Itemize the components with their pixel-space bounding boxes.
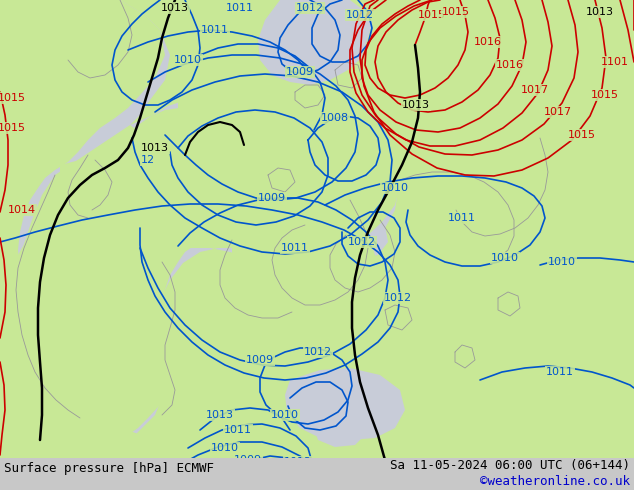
Text: 1015: 1015 — [591, 90, 619, 100]
Polygon shape — [337, 215, 388, 258]
Bar — [0, 458, 634, 490]
Text: 1101: 1101 — [601, 57, 629, 67]
Text: 1013: 1013 — [206, 410, 234, 420]
Polygon shape — [88, 122, 162, 182]
Text: 1008: 1008 — [321, 113, 349, 123]
Text: 1016: 1016 — [474, 37, 502, 47]
Text: 1016: 1016 — [496, 60, 524, 70]
Text: 1011: 1011 — [226, 3, 254, 13]
Text: 1009: 1009 — [246, 355, 274, 365]
Polygon shape — [232, 0, 634, 440]
Polygon shape — [0, 300, 200, 490]
Text: 1015: 1015 — [568, 130, 596, 140]
Text: 1009: 1009 — [286, 67, 314, 77]
Text: 1009: 1009 — [258, 193, 286, 203]
Polygon shape — [258, 0, 375, 85]
Text: 1015: 1015 — [0, 93, 26, 103]
Text: 1011: 1011 — [448, 213, 476, 223]
Text: 1013: 1013 — [141, 143, 169, 153]
Polygon shape — [80, 0, 125, 30]
Text: 1015: 1015 — [0, 123, 26, 133]
Text: 1012: 1012 — [296, 3, 324, 13]
Text: 1011: 1011 — [201, 25, 229, 35]
Text: Surface pressure [hPa] ECMWF: Surface pressure [hPa] ECMWF — [4, 462, 214, 474]
Polygon shape — [0, 90, 398, 440]
Polygon shape — [285, 368, 405, 440]
Text: 1013: 1013 — [161, 3, 189, 13]
Text: 1010: 1010 — [174, 55, 202, 65]
Polygon shape — [314, 415, 365, 447]
Text: Sa 11-05-2024 06:00 UTC (06+144): Sa 11-05-2024 06:00 UTC (06+144) — [390, 459, 630, 471]
Polygon shape — [0, 0, 165, 420]
Text: 1015: 1015 — [442, 7, 470, 17]
Text: 1012: 1012 — [248, 465, 276, 475]
Text: 1017: 1017 — [521, 85, 549, 95]
Text: 1012: 1012 — [384, 293, 412, 303]
Text: 1017: 1017 — [544, 107, 572, 117]
Text: 1010: 1010 — [548, 257, 576, 267]
Text: 1010: 1010 — [381, 183, 409, 193]
Text: 1009: 1009 — [234, 455, 262, 465]
Polygon shape — [0, 0, 72, 32]
Text: 1010: 1010 — [271, 410, 299, 420]
Text: 1014: 1014 — [8, 205, 36, 215]
Text: 1011: 1011 — [281, 243, 309, 253]
Text: 12: 12 — [141, 155, 155, 165]
Text: ©weatheronline.co.uk: ©weatheronline.co.uk — [480, 474, 630, 488]
Text: 1011: 1011 — [224, 425, 252, 435]
Text: 1012: 1012 — [348, 237, 376, 247]
Text: 1012: 1012 — [284, 457, 312, 467]
Text: 1010: 1010 — [491, 253, 519, 263]
Polygon shape — [380, 0, 450, 60]
Text: 1015: 1015 — [418, 10, 446, 20]
Text: 1012: 1012 — [304, 347, 332, 357]
Polygon shape — [440, 138, 634, 440]
Text: 1012: 1012 — [346, 10, 374, 20]
Text: 1013: 1013 — [402, 100, 430, 110]
Polygon shape — [479, 225, 572, 292]
Text: 1013: 1013 — [586, 7, 614, 17]
Polygon shape — [2, 0, 400, 438]
Polygon shape — [0, 0, 170, 440]
Polygon shape — [60, 160, 108, 195]
Text: 1010: 1010 — [211, 443, 239, 453]
Text: 1011: 1011 — [546, 367, 574, 377]
